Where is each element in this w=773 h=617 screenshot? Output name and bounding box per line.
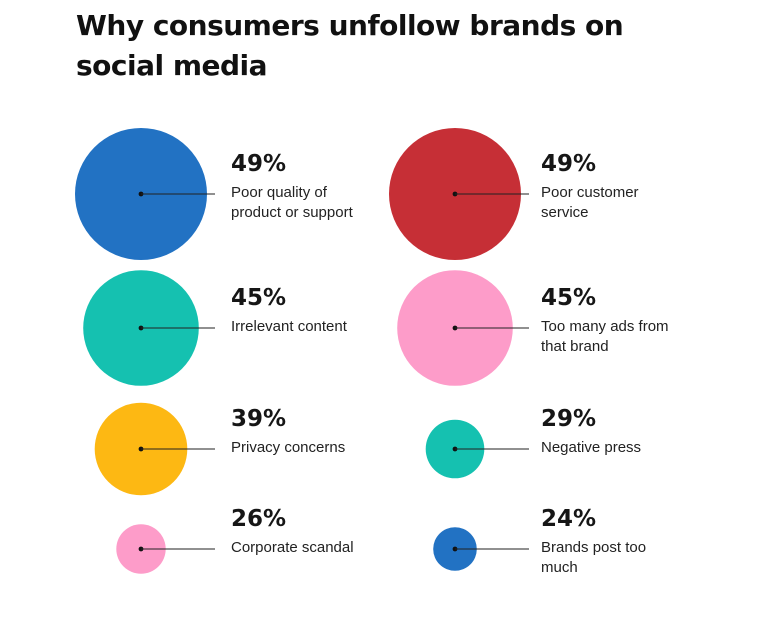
category-label: Poor quality of product or support <box>231 184 353 221</box>
category-label: Too many ads from that brand <box>541 318 669 355</box>
bubble-item <box>433 527 529 571</box>
value-label: 39% <box>231 406 287 432</box>
category-label: Brands post too much <box>541 539 647 576</box>
category-label: Poor customer service <box>541 184 639 221</box>
value-label: 45% <box>231 285 287 311</box>
category-label: Irrelevant content <box>231 318 347 335</box>
bubble-item <box>389 128 529 260</box>
category-label: Negative press <box>541 439 642 456</box>
value-label: 49% <box>231 151 287 177</box>
bubble-item <box>83 270 215 386</box>
category-label: Corporate scandal <box>231 539 354 556</box>
value-label: 45% <box>541 285 597 311</box>
category-label: Privacy concerns <box>231 439 346 456</box>
value-label: 26% <box>231 506 287 532</box>
bubble-item <box>425 419 529 479</box>
value-label: 49% <box>541 151 597 177</box>
value-label: 24% <box>541 506 597 532</box>
bubble-item <box>94 402 215 496</box>
bubble-item <box>116 524 215 574</box>
bubble-item <box>397 270 529 386</box>
value-label: 29% <box>541 406 597 432</box>
chart-title: Why consumers unfollow brands on social … <box>76 9 624 82</box>
bubble-item <box>75 128 215 260</box>
